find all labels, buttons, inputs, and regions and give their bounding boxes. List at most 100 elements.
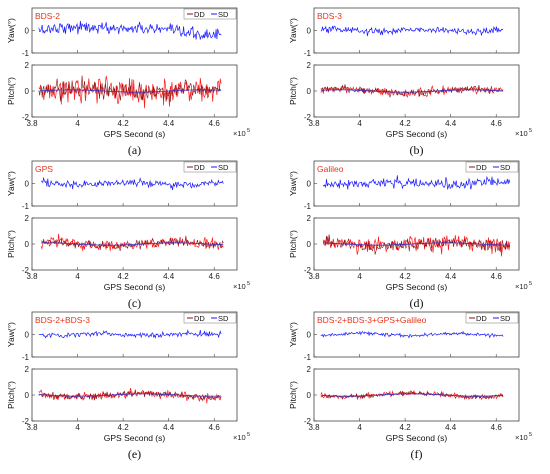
x-exponent: 5: [247, 128, 250, 134]
x-exponent: 5: [247, 281, 250, 287]
panel-b: 0 -1 Yaw(°) BDS-3 2 0 -2 Pitch(°) 3.8 4 4.2 4.4 4.6 ×…: [288, 7, 532, 157]
yaw-axis-label: Yaw(°): [6, 322, 16, 347]
panel-a: 0 -1 Yaw(°) BDS-2 DD SD 2 0 -2 Pitch(°) 3.8 4 4.2 4.4…: [6, 7, 250, 157]
pitch-axes-frame: [313, 368, 520, 422]
legend-box: [465, 312, 519, 324]
yaw-axis-label: Yaw(°): [288, 18, 298, 43]
x-tick-label: 4: [75, 423, 80, 432]
panel-f: 0 -1 Yaw(°) BDS-2+BDS-3+GPS+Galileo DD SD 2 0 -2…: [288, 311, 532, 461]
legend-sd-label: SD: [218, 163, 229, 172]
pitch-tick-label: 2: [25, 365, 30, 374]
pitch-tick-label: -2: [304, 417, 312, 426]
x-tick-label: 4.4: [163, 272, 175, 281]
panel-caption: (a): [128, 143, 141, 157]
yaw-series-line: [38, 329, 222, 339]
pitch-mean-line: [38, 89, 222, 93]
x-tick-label: 4.6: [209, 119, 221, 128]
x-tick-label: 4: [357, 272, 362, 281]
panel-d: 0 -1 Yaw(°) Galileo DD SD 2 0 -2 Pitch(°) 3.8 4 4.2 4…: [288, 160, 532, 310]
legend: DD SD: [183, 8, 237, 20]
yaw-series-line: [320, 25, 504, 37]
yaw-tick-label: -1: [22, 202, 30, 211]
yaw-tick-label: 0: [25, 180, 30, 189]
x-tick-label: 4.2: [118, 272, 130, 281]
system-label: GPS: [35, 164, 53, 174]
pitch-tick-label: 2: [25, 214, 30, 223]
pitch-mean-line: [320, 89, 504, 93]
yaw-tick-label: 0: [307, 180, 312, 189]
x-tick-label: 4.4: [445, 119, 457, 128]
x-axis-label: GPS Second (s): [104, 433, 166, 443]
x-exponent-base: ×10: [515, 433, 528, 442]
x-tick-label: 4.2: [400, 119, 412, 128]
x-tick-label: 4: [75, 119, 80, 128]
x-tick-label: 3.8: [26, 119, 38, 128]
x-exponent-base: ×10: [515, 129, 528, 138]
x-tick-label: 4: [75, 272, 80, 281]
x-tick-label: 4.4: [163, 119, 175, 128]
x-axis-label: GPS Second (s): [386, 433, 448, 443]
panel-caption: (d): [410, 296, 424, 310]
x-exponent: 5: [529, 281, 532, 287]
yaw-tick-label: -1: [22, 49, 30, 58]
yaw-series-line: [38, 20, 222, 40]
yaw-series-line: [320, 330, 504, 339]
x-tick-label: 4.4: [163, 423, 175, 432]
pitch-dd-series-line: [38, 389, 222, 402]
pitch-tick-label: -2: [22, 266, 30, 275]
system-label: Galileo: [317, 164, 344, 174]
pitch-tick-label: 2: [25, 61, 30, 70]
legend: DD SD: [183, 312, 237, 324]
pitch-tick-label: 2: [307, 61, 312, 70]
legend-sd-label: SD: [500, 163, 511, 172]
legend-dd-label: DD: [476, 163, 487, 172]
pitch-dd-series-line: [320, 84, 504, 98]
yaw-axis-label: Yaw(°): [288, 171, 298, 196]
x-exponent: 5: [529, 432, 532, 438]
pitch-tick-label: -2: [22, 417, 30, 426]
yaw-tick-label: 0: [25, 27, 30, 36]
legend-box: [183, 8, 237, 20]
yaw-series-line: [40, 176, 224, 191]
x-exponent-base: ×10: [515, 282, 528, 291]
x-exponent-base: ×10: [233, 129, 246, 138]
x-tick-label: 3.8: [308, 423, 320, 432]
pitch-tick-label: 0: [25, 240, 30, 249]
x-axis-label: GPS Second (s): [104, 129, 166, 139]
panel-caption: (b): [410, 143, 424, 157]
x-tick-label: 4.2: [118, 423, 130, 432]
pitch-tick-label: 0: [307, 87, 312, 96]
system-label: BDS-2+BDS-3+GPS+Galileo: [317, 315, 427, 325]
pitch-axis-label: Pitch(°): [6, 77, 16, 105]
pitch-tick-label: 0: [307, 240, 312, 249]
legend-box: [465, 161, 519, 173]
x-exponent-base: ×10: [233, 433, 246, 442]
system-label: BDS-3: [317, 11, 342, 21]
pitch-mean-line: [38, 393, 222, 397]
pitch-dd-series-line: [38, 75, 222, 102]
legend: DD SD: [465, 312, 519, 324]
x-tick-label: 4.2: [400, 423, 412, 432]
legend-dd-label: DD: [194, 10, 205, 19]
x-tick-label: 4: [357, 423, 362, 432]
x-tick-label: 4.6: [209, 423, 221, 432]
yaw-tick-label: 0: [25, 331, 30, 340]
yaw-tick-label: 0: [307, 27, 312, 36]
pitch-axis-label: Pitch(°): [6, 381, 16, 409]
yaw-axis-label: Yaw(°): [6, 171, 16, 196]
x-tick-label: 4.6: [209, 272, 221, 281]
pitch-mean-line: [41, 242, 224, 246]
pitch-mean-line: [323, 242, 510, 246]
yaw-tick-label: -1: [304, 202, 312, 211]
panel-caption: (f): [411, 447, 423, 461]
pitch-tick-label: 2: [307, 365, 312, 374]
yaw-tick-label: -1: [304, 49, 312, 58]
x-tick-label: 4.6: [491, 272, 503, 281]
x-tick-label: 3.8: [26, 272, 38, 281]
x-tick-label: 4.2: [400, 272, 412, 281]
pitch-tick-label: -2: [304, 266, 312, 275]
pitch-tick-label: -2: [22, 113, 30, 122]
pitch-axis-label: Pitch(°): [288, 381, 298, 409]
pitch-tick-label: 0: [307, 391, 312, 400]
